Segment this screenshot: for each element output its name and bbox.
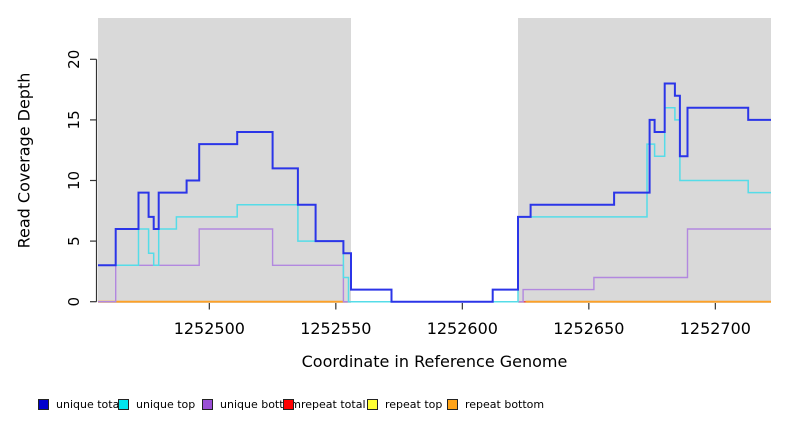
legend: unique total unique top unique bottom repea… (0, 394, 792, 418)
y-tick-label: 15 (65, 110, 83, 129)
legend-label: repeat top (385, 397, 443, 411)
y-axis-label: Read Coverage Depth (14, 18, 34, 303)
legend-label: unique top (136, 397, 196, 411)
legend-label: unique total (56, 397, 123, 411)
x-axis-label: Coordinate in Reference Genome (301, 352, 568, 371)
y-tick-label: 20 (65, 50, 83, 69)
legend-swatch-icon (367, 398, 378, 410)
x-tick-label: 1252600 (427, 319, 498, 338)
y-tick-label: 0 (65, 297, 83, 307)
repeat-region-shading (517, 18, 771, 303)
y-tick-label: 5 (65, 236, 83, 246)
series-line-unique-total (98, 82, 771, 303)
series-line-unique-top (98, 107, 771, 303)
legend-item-repeat-total: repeat total (283, 394, 366, 414)
legend-swatch-icon (118, 398, 129, 410)
y-axis-label-text: Read Coverage Depth (14, 72, 34, 249)
legend-item-repeat-top: repeat top (367, 394, 442, 414)
legend-swatch-icon (447, 398, 458, 410)
x-tick-label: 1252500 (174, 319, 245, 338)
legend-label: unique bottom (220, 397, 302, 411)
legend-swatch-icon (38, 398, 49, 410)
x-tick-label: 1252650 (553, 319, 624, 338)
x-tick-label: 1252700 (680, 319, 751, 338)
legend-item-unique-top: unique top (118, 394, 195, 414)
legend-item-unique-bottom: unique bottom (202, 394, 301, 414)
legend-swatch-icon (202, 398, 213, 410)
legend-swatch-icon (283, 398, 294, 410)
legend-label: repeat bottom (465, 397, 545, 411)
legend-item-unique-total: unique total (38, 394, 122, 414)
y-tick-label: 10 (65, 171, 83, 190)
legend-label: repeat total (301, 397, 366, 411)
legend-item-repeat-bottom: repeat bottom (447, 394, 544, 414)
repeat-region-shading (98, 18, 352, 303)
x-tick-label: 1252550 (300, 319, 371, 338)
